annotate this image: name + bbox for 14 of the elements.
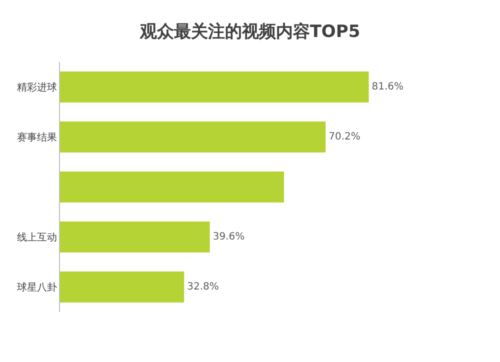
bar [60,272,184,302]
y-tick-label: 精彩进球 [17,82,57,94]
chart-title: 观众最关注的视频内容TOP5 [138,22,360,42]
bar [60,72,369,102]
data-label: 32.8% [187,282,219,292]
bar [60,172,284,202]
bar [60,122,326,152]
data-label: 70.2% [328,132,360,142]
bar [60,222,210,252]
data-label: 81.6% [372,82,404,92]
y-tick-label: 球星八卦 [17,282,57,294]
data-label: 39.6% [212,232,245,242]
y-tick-label: 线上互动 [17,232,57,244]
y-tick-label: 赛事结果 [17,132,57,144]
